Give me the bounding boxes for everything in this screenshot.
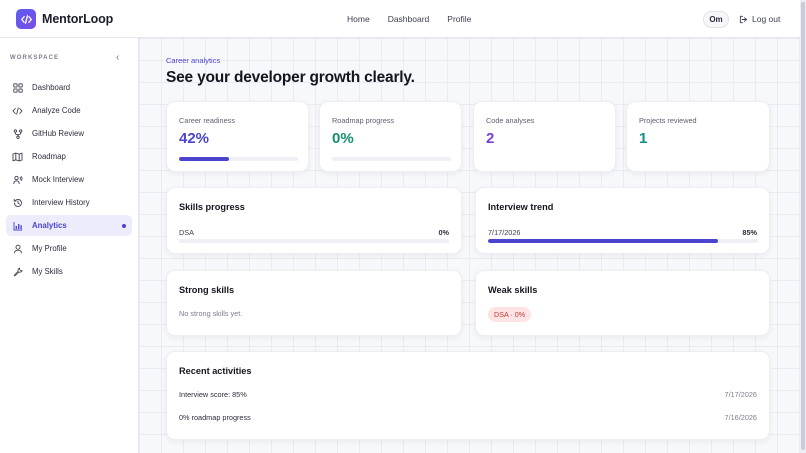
scrollbar-thumb[interactable] [801,2,805,450]
stat-card-projects-reviewed: Projects reviewed 1 [626,101,770,172]
stat-value: 42% [179,130,210,147]
main-content: Career analytics See your developer grow… [139,38,800,453]
sidebar-item-analyze-code[interactable]: Analyze Code [6,100,132,121]
active-indicator-dot [122,224,126,228]
sidebar-item-label: Mock Interview [32,175,84,184]
skills-progress-card: Skills progress DSA 0% [166,187,462,254]
sidebar-item-analytics[interactable]: Analytics [6,215,132,236]
activity-label: 0% roadmap progress [179,413,251,422]
sidebar-item-label: My Skills [32,267,63,276]
progress-track [179,239,449,243]
stat-value: 0% [332,130,354,147]
sidebar-item-my-profile[interactable]: My Profile [6,238,132,259]
card-title: Recent activities [179,366,252,376]
weak-skill-chip: DSA · 0% [488,307,532,322]
career-readiness-progress-fill [179,157,229,161]
sidebar-item-label: My Profile [32,244,67,253]
interview-trend-card: Interview trend 7/17/2026 85% [475,187,770,254]
brand-name: MentorLoop [42,12,114,26]
skill-row-label: DSA [179,228,195,237]
sidebar-item-label: Analytics [32,221,67,230]
sidebar-item-label: Analyze Code [32,106,81,115]
activity-label: Interview score: 85% [179,390,247,399]
empty-state-text: No strong skills yet. [179,309,243,318]
skill-row-value: 0% [438,228,449,237]
sidebar-item-label: GitHub Review [32,129,84,138]
history-icon [12,197,23,208]
card-title: Weak skills [488,285,538,295]
progress-track [332,157,451,161]
sidebar-item-mock-interview[interactable]: Mock Interview [6,169,132,190]
sidebar-item-roadmap[interactable]: Roadmap [6,146,132,167]
sidebar-item-label: Roadmap [32,152,66,161]
wrench-icon [12,266,23,277]
grid-icon [12,82,23,93]
user-icon [12,243,23,254]
stat-value: 2 [486,130,495,147]
stat-label: Code analyses [486,116,535,125]
user-avatar-button[interactable]: Om [703,11,729,28]
stat-card-code-analyses: Code analyses 2 [473,101,616,172]
sidebar-item-label: Dashboard [32,83,71,92]
sidebar-item-my-skills[interactable]: My Skills [6,261,132,282]
stat-value: 1 [639,130,648,147]
weak-skills-card: Weak skills DSA · 0% [475,270,770,336]
card-title: Strong skills [179,285,235,295]
strong-skills-card: Strong skills No strong skills yet. [166,270,462,336]
trend-row-label: 7/17/2026 [488,228,521,237]
collapse-sidebar-chevron-icon[interactable]: ‹ [116,52,120,63]
map-icon [12,151,23,162]
brand[interactable]: MentorLoop [16,9,113,29]
code-logo-icon [16,9,36,29]
logout-label: Log out [752,14,781,24]
nav-dashboard-link[interactable]: Dashboard [387,14,430,24]
trend-row-value: 85% [742,228,757,237]
sidebar-item-dashboard[interactable]: Dashboard [6,77,132,98]
sidebar-item-github-review[interactable]: GitHub Review [6,123,132,144]
nav-home-link[interactable]: Home [347,14,370,24]
stat-label: Roadmap progress [332,116,395,125]
sidebar: WORKSPACE ‹ Dashboard Analyze Code GitHu… [0,38,139,453]
top-bar: MentorLoop Home Dashboard Profile Om Log… [0,0,806,38]
activity-date: 7/17/2026 [724,390,757,399]
sidebar-nav: Dashboard Analyze Code GitHub Review Roa… [6,77,132,284]
page-scrollbar[interactable] [800,0,806,453]
stat-label: Career readiness [179,116,235,125]
card-title: Skills progress [179,202,245,212]
nav-profile-link[interactable]: Profile [447,14,472,24]
sidebar-item-label: Interview History [32,198,90,207]
progress-track [179,157,298,161]
card-title: Interview trend [488,202,554,212]
recent-activities-card: Recent activities Interview score: 85% 7… [166,351,770,440]
progress-track [488,239,758,243]
bar-chart-icon [12,220,23,231]
top-nav: Home Dashboard Profile [347,14,489,24]
activity-date: 7/16/2026 [724,413,757,422]
logout-button[interactable]: Log out [739,14,780,24]
stat-card-career-readiness: Career readiness 42% [166,101,309,172]
sidebar-item-interview-history[interactable]: Interview History [6,192,132,213]
page-eyebrow: Career analytics [166,56,221,65]
code-icon [12,105,23,116]
interview-icon [12,174,23,185]
stat-card-roadmap-progress: Roadmap progress 0% [319,101,462,172]
git-branch-icon [12,128,23,139]
interview-score-progress-fill [488,239,718,243]
page-title: See your developer growth clearly. [166,69,415,86]
logout-icon [739,15,748,23]
workspace-label: WORKSPACE [10,55,60,61]
stat-label: Projects reviewed [639,116,697,125]
